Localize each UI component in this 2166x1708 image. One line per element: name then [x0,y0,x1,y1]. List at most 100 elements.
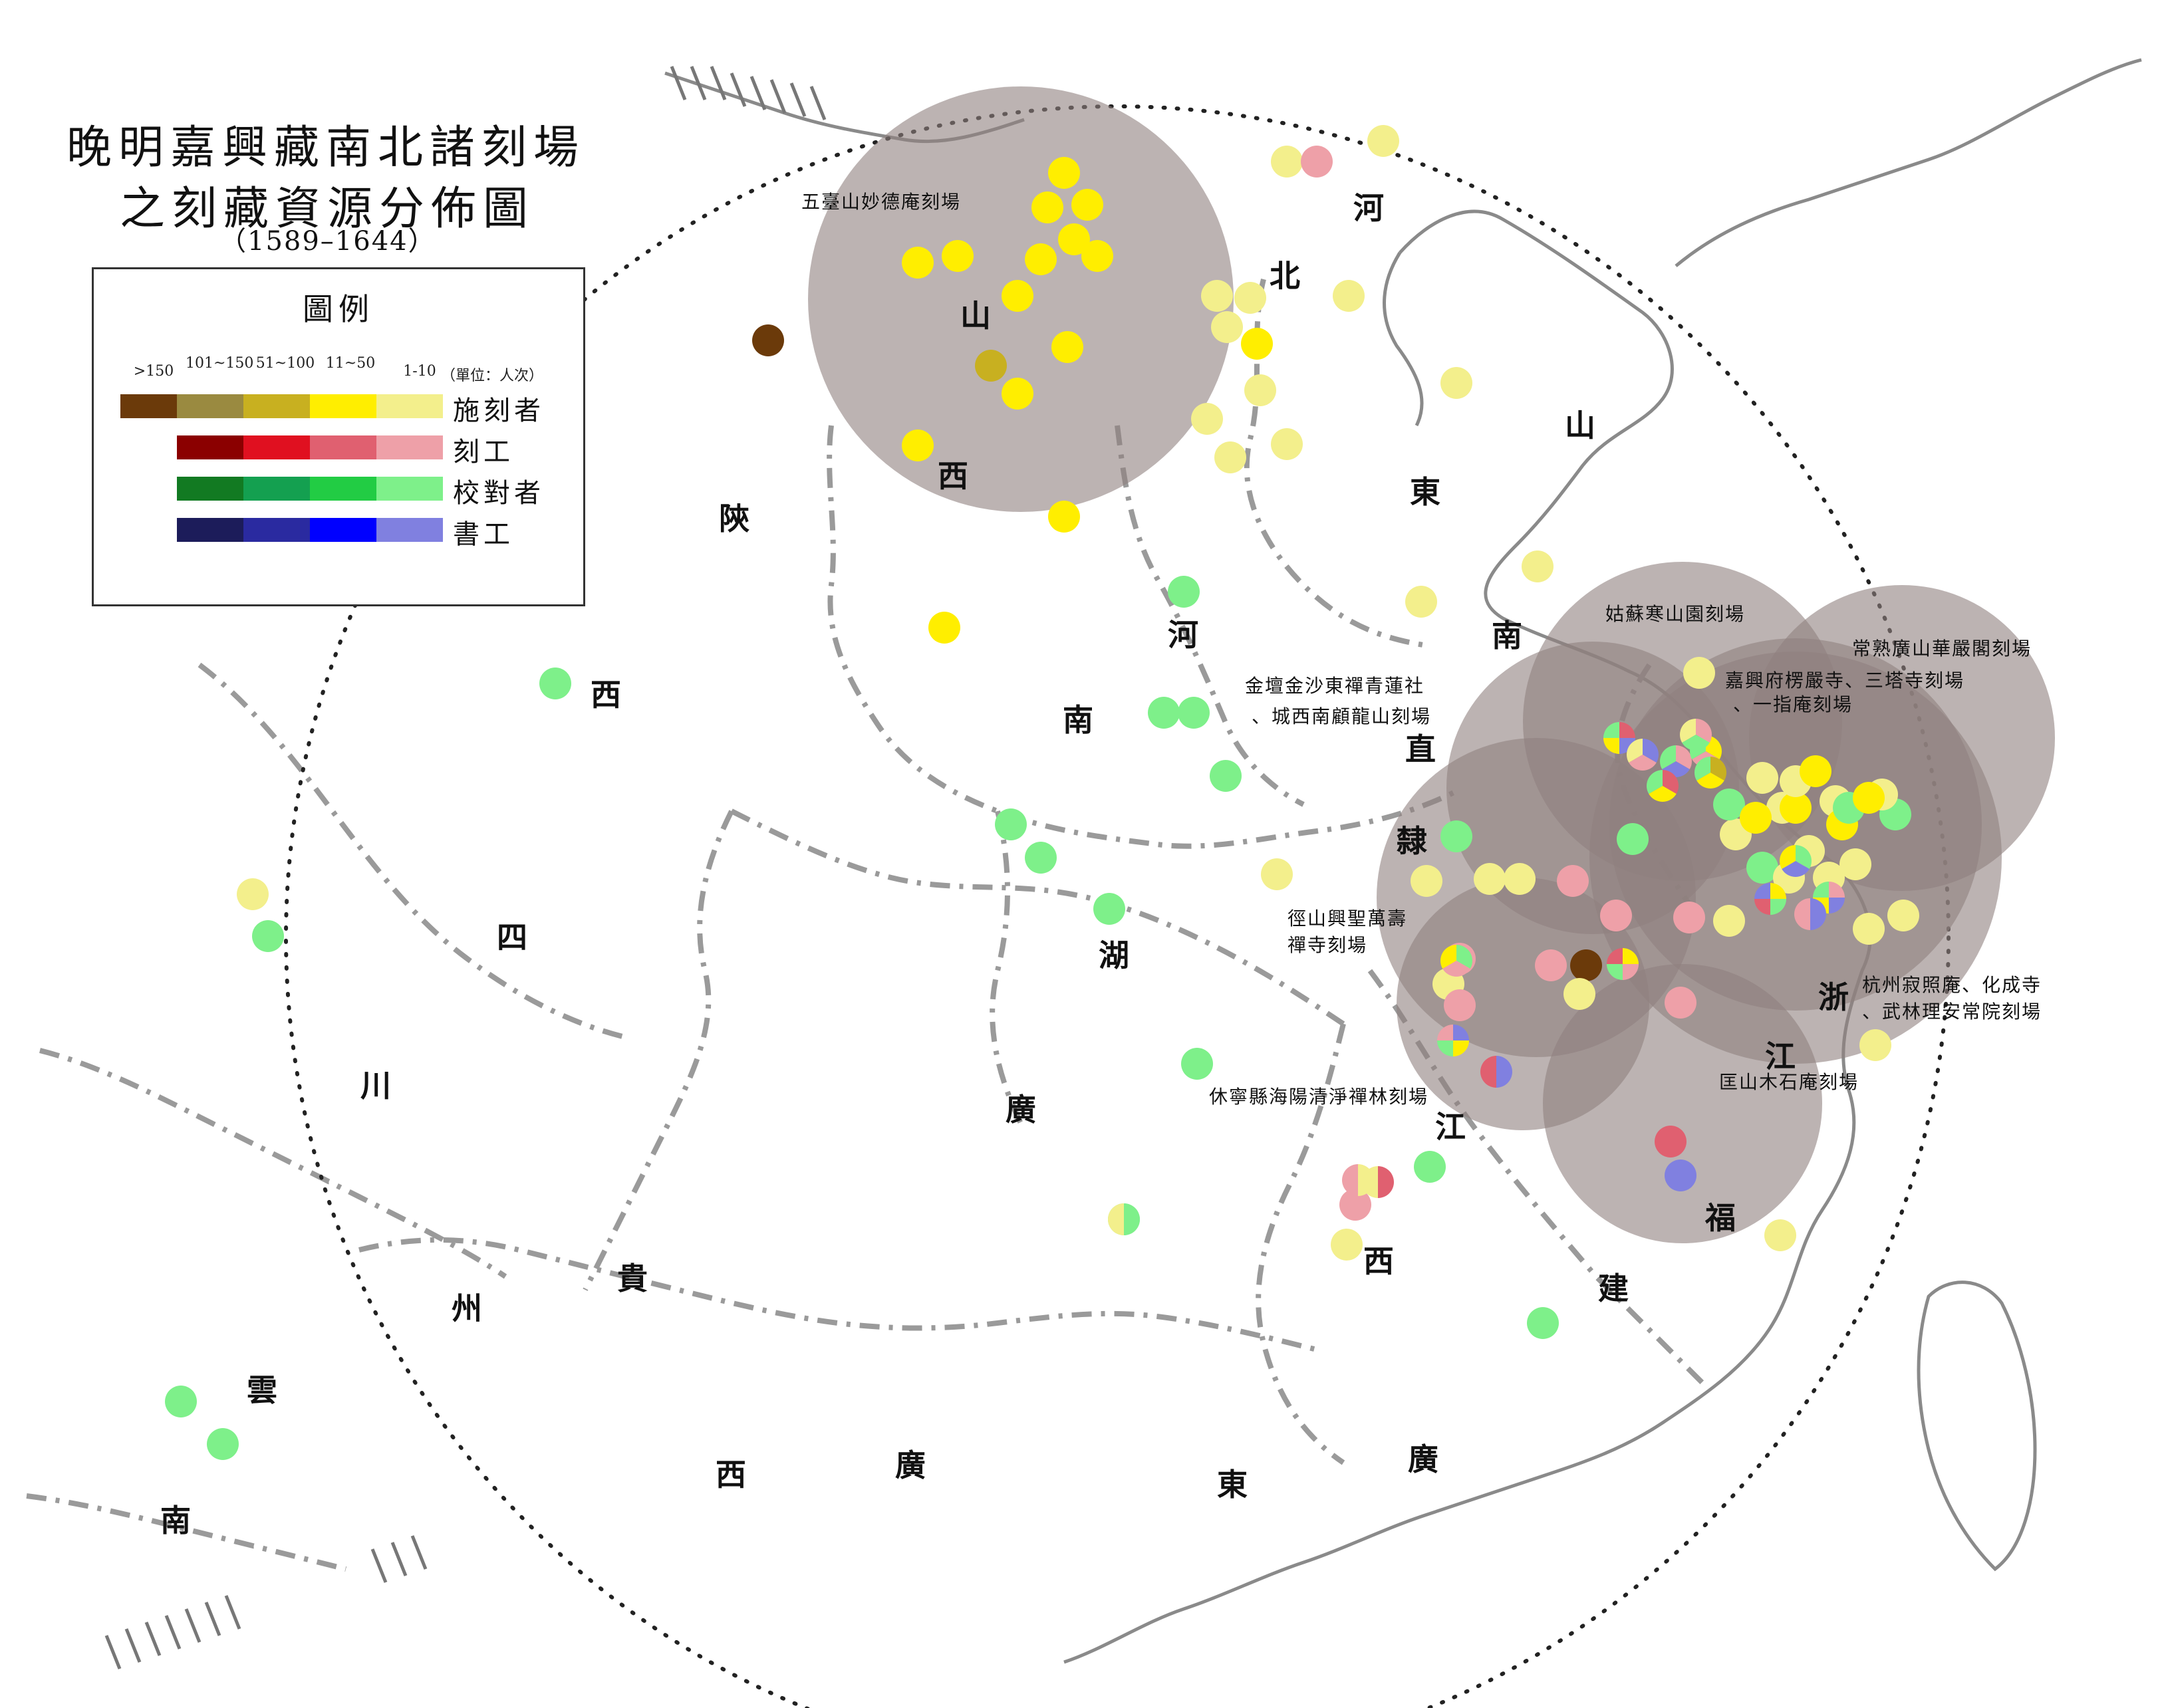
contributor-dot [1071,189,1103,221]
pie-slice [1770,883,1786,899]
pie-slice [1794,898,1810,930]
legend-swatch [310,435,376,459]
site-label-xiuning: 休寧縣海陽清淨禪林刻場 [1209,1086,1429,1108]
contributor-pie [1754,883,1786,915]
contributor-pie [1108,1203,1140,1235]
contributor-dot [928,612,960,644]
contributor-dot [1241,328,1273,360]
contributor-dot [207,1428,239,1460]
carving-site-influence-zones [808,86,2055,1243]
province-label: 南 [160,1503,191,1538]
province-label: 湖 [1099,937,1129,973]
contributor-dot [1746,852,1778,884]
contributor-dot [1617,823,1649,855]
contributor-dot [1853,913,1885,945]
pie-slice [1647,770,1663,794]
province-label: 山 [960,298,991,334]
contributor-dot [1839,848,1871,880]
pie-slice [1440,945,1456,969]
legend: 圖例 >150 101~150 51~100 11~50 1-10 （單位：人次… [92,267,585,606]
pie-slice [1619,738,1635,754]
contributor-dot [1764,1219,1796,1251]
province-label: 南 [1492,618,1522,654]
contributor-dot [1048,501,1080,533]
contributor-dot [995,808,1027,840]
pie-slice [1676,745,1692,769]
pie-slice [1643,739,1659,763]
contributor-dot [1148,697,1180,729]
contributor-dot [237,878,269,910]
contributor-dot [1887,900,1919,931]
province-label: 福 [1705,1200,1736,1236]
province-label: 浙 [1818,979,1849,1015]
pie-slice [1710,757,1726,781]
pie-slice [1796,845,1812,869]
pie-slice [1829,882,1845,898]
contributor-dot [1713,905,1745,937]
pie-slice [1694,757,1710,781]
pie-slice [1358,1164,1374,1196]
site-label-jiaxing-2: 、一指庵刻場 [1733,693,1853,715]
contributor-dot [902,247,934,279]
site-label-jiaxing-1: 嘉興府楞嚴寺、三塔寺刻場 [1725,670,1965,691]
contributor-dots [165,125,1919,1460]
map-title-line-2: 之刻藏資源分佈圖 [120,183,535,235]
legend-swatch [177,435,243,459]
contributor-dot [1211,311,1243,343]
contributor-dot [1853,782,1885,814]
pie-slice [1810,898,1826,930]
contributor-dot [1411,865,1442,897]
contributor-dot [1331,1229,1363,1261]
contributor-dot [1002,280,1033,312]
site-label-hangzhou-1: 杭州寂照庵、化成寺 [1862,974,2042,996]
contributor-dot [1339,1189,1371,1221]
contributor-dot [1051,331,1083,363]
province-label: 廣 [895,1447,926,1483]
site-label-wutaishan: 五臺山妙德庵刻場 [801,191,962,213]
contributor-dot [1713,789,1745,820]
contributor-dot [975,350,1007,382]
legend-swatch [177,477,243,501]
legend-swatch [177,394,243,418]
contributor-dot [1665,987,1696,1019]
pie-slice [1813,882,1829,898]
contributor-dot [942,240,974,272]
contributor-dot [1244,374,1276,406]
province-label: 直 [1405,731,1436,767]
pie-slice [1607,948,1623,964]
site-label-gusu: 姑蘇寒山園刻場 [1605,603,1746,625]
site-label-changshu: 常熟廣山華嚴閣刻場 [1852,638,2032,660]
contributor-dot [1780,792,1812,824]
legend-swatch [310,394,376,418]
legend-range: 51~100 [255,355,315,372]
province-label: 河 [1353,190,1384,226]
pie-slice [1680,719,1696,743]
province-label: 廣 [1408,1441,1438,1477]
contributor-dot [1168,576,1200,608]
site-label-jintan-2: 、城西南顧龍山刻場 [1252,705,1432,727]
province-label: 雲 [247,1372,277,1408]
pie-slice [1342,1164,1358,1196]
province-label: 江 [1765,1038,1796,1074]
province-label: 四 [497,919,527,955]
map-title-line-1: 晚明嘉興藏南北諸刻場 [67,122,586,174]
pie-slice [1754,883,1770,899]
contributor-dot [1746,762,1778,794]
contributor-dot [1271,146,1303,178]
legend-unit: （單位：人次） [441,368,544,384]
legend-swatch [310,477,376,501]
contributor-dot [1210,760,1242,792]
province-label: 南 [1063,702,1093,738]
legend-swatch [243,394,310,418]
pie-slice [1108,1203,1124,1235]
province-label: 東 [1217,1467,1248,1503]
site-label-jintan-1: 金壇金沙東禪青蓮社 [1245,675,1425,697]
province-label: 西 [591,677,621,713]
contributor-dot [1522,550,1554,582]
site-label-jingshan-2: 禪寺刻場 [1287,934,1368,956]
province-label: 建 [1598,1271,1629,1306]
contributor-dot [1570,949,1602,981]
legend-swatch [376,518,443,542]
contributor-pie [1659,745,1692,778]
